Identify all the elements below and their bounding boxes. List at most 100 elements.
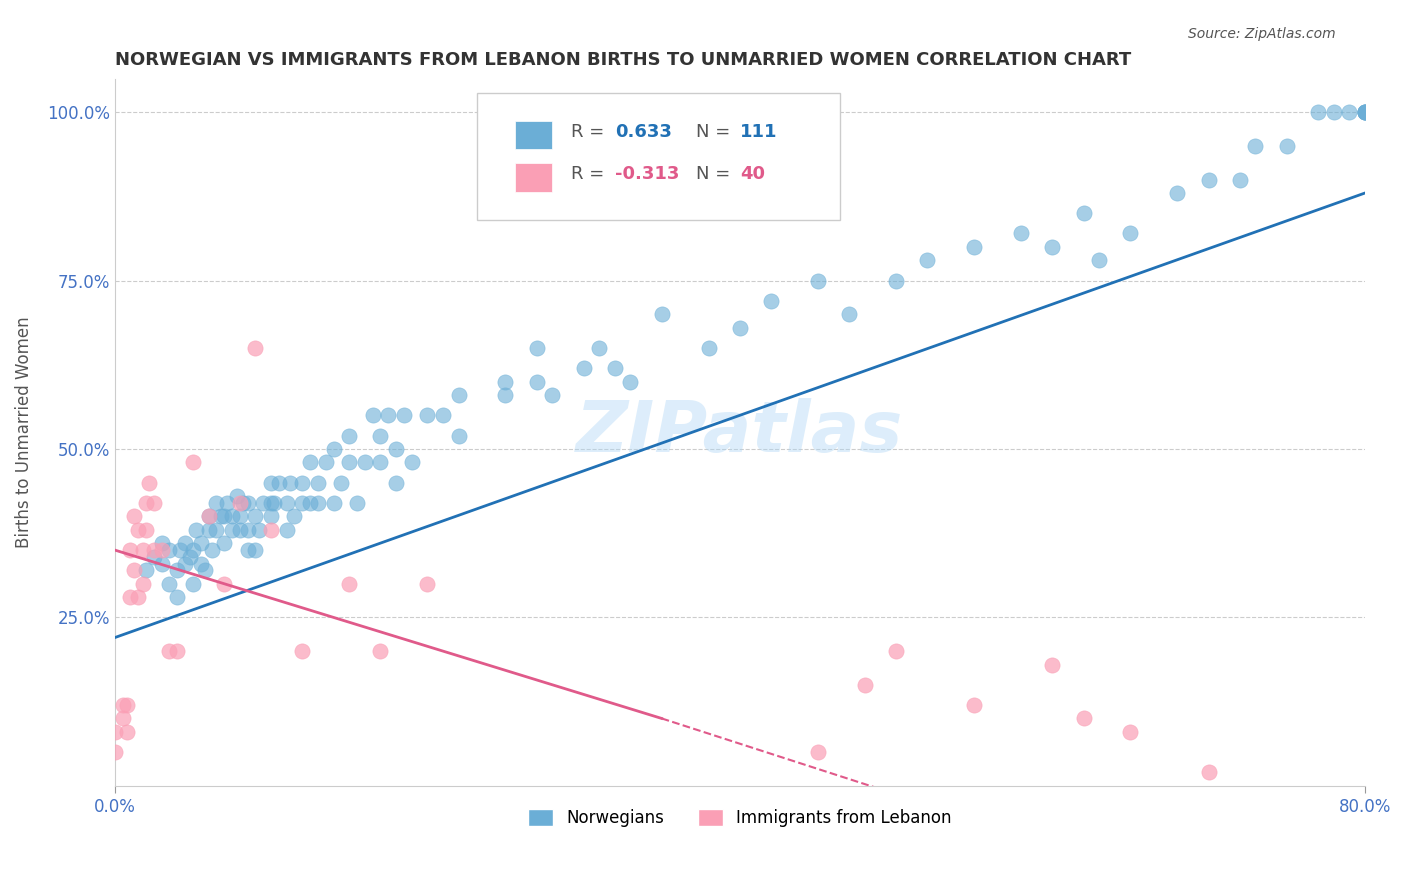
Point [245, 543, 267, 558]
Point [142, 549, 165, 564]
Point [1119, 725, 1142, 739]
Point [236, 543, 259, 558]
Point [291, 644, 314, 658]
Point [603, 361, 626, 376]
Point [494, 388, 516, 402]
Point [370, 455, 392, 469]
Point [221, 509, 243, 524]
Point [1088, 253, 1111, 268]
Point [315, 455, 337, 469]
Point [370, 428, 392, 442]
Point [728, 320, 751, 334]
Text: -0.313: -0.313 [614, 165, 679, 183]
Point [267, 475, 290, 490]
Text: 0.633: 0.633 [614, 122, 672, 141]
Point [184, 523, 207, 537]
Point [1010, 227, 1032, 241]
Point [181, 576, 204, 591]
Point [229, 496, 252, 510]
Point [159, 543, 181, 558]
Point [322, 496, 344, 510]
Point [291, 496, 314, 510]
Point [337, 455, 360, 469]
Point [337, 576, 360, 591]
Point [416, 576, 439, 591]
Point [1040, 240, 1063, 254]
FancyBboxPatch shape [477, 93, 839, 220]
Point [150, 557, 173, 571]
Point [217, 496, 239, 510]
Point [138, 475, 160, 490]
Point [370, 644, 392, 658]
Point [1354, 105, 1376, 120]
Point [205, 523, 228, 537]
Point [197, 509, 219, 524]
Point [853, 678, 876, 692]
Point [432, 409, 454, 423]
Point [247, 523, 270, 537]
Point [120, 591, 142, 605]
Bar [515, 121, 553, 149]
Point [142, 496, 165, 510]
Point [150, 536, 173, 550]
Point [291, 475, 314, 490]
Point [174, 536, 197, 550]
Point [212, 576, 235, 591]
Point [330, 475, 353, 490]
Point [1306, 105, 1329, 120]
Point [401, 455, 423, 469]
Point [1275, 139, 1298, 153]
Point [353, 455, 375, 469]
Point [283, 509, 305, 524]
Point [416, 409, 439, 423]
Point [337, 428, 360, 442]
Bar [515, 163, 553, 192]
Point [127, 523, 149, 537]
Point [252, 496, 274, 510]
Point [190, 557, 212, 571]
Point [1339, 105, 1361, 120]
Point [197, 523, 219, 537]
Point [1073, 206, 1095, 220]
Point [166, 563, 188, 577]
Point [377, 409, 399, 423]
Point [963, 698, 986, 712]
Point [159, 576, 181, 591]
Point [159, 644, 181, 658]
Point [236, 496, 259, 510]
Point [104, 745, 127, 759]
Point [122, 509, 145, 524]
Point [212, 509, 235, 524]
Point [132, 576, 155, 591]
Point [1354, 105, 1376, 120]
Point [276, 496, 298, 510]
Point [260, 496, 283, 510]
Point [1166, 186, 1188, 200]
Point [229, 523, 252, 537]
Point [232, 496, 254, 510]
Point [1354, 105, 1376, 120]
Point [127, 591, 149, 605]
Point [385, 442, 408, 456]
Point [963, 240, 986, 254]
Point [278, 475, 301, 490]
Point [201, 543, 224, 558]
Point [299, 455, 322, 469]
Point [1073, 711, 1095, 725]
Point [588, 341, 610, 355]
Point [122, 563, 145, 577]
Point [572, 361, 595, 376]
Point [135, 496, 157, 510]
Point [299, 496, 322, 510]
Point [884, 644, 907, 658]
Point [221, 523, 243, 537]
Point [307, 475, 329, 490]
Text: N =: N = [696, 122, 735, 141]
Point [260, 523, 283, 537]
Text: N =: N = [696, 165, 735, 183]
Point [245, 341, 267, 355]
Point [884, 274, 907, 288]
Point [150, 543, 173, 558]
Point [194, 563, 217, 577]
Point [245, 509, 267, 524]
